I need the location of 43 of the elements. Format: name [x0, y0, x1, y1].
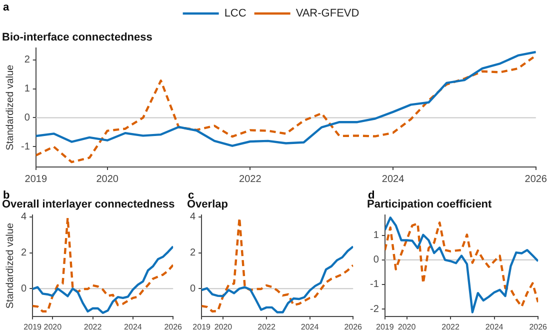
y-tick-label: 2 — [24, 54, 30, 66]
y-tick-label: 0 — [21, 283, 27, 294]
x-tick-label: 2024 — [124, 322, 142, 332]
chart-title: Participation coefficient — [367, 198, 492, 211]
y-tick-label: 0 — [190, 283, 196, 294]
legend-label: VAR-GFEVD — [296, 8, 360, 20]
x-tick-label: 2022 — [239, 174, 262, 185]
y-tick-label: -1 — [370, 279, 380, 290]
x-tick-label: 2019 — [376, 322, 394, 332]
x-tick-label: 2024 — [382, 174, 405, 185]
x-tick-label: 2022 — [258, 322, 276, 332]
y-tick-label: -1 — [20, 141, 30, 152]
x-tick-label: 2020 — [214, 322, 233, 332]
x-tick-label: 2022 — [442, 322, 460, 332]
x-tick-label: 2022 — [84, 322, 102, 332]
x-tick-label: 2020 — [44, 322, 62, 332]
x-tick-label: 2019 — [192, 322, 212, 332]
chart-title: Overlap — [187, 198, 228, 211]
x-tick-label: 2019 — [24, 322, 42, 332]
legend-label: LCC — [224, 8, 246, 20]
y-tick-label: 4 — [190, 212, 196, 223]
y-axis-title: Standardized value — [4, 64, 16, 150]
chart-title: Overall interlayer connectedness — [2, 198, 175, 211]
y-tick-label: 4 — [21, 212, 27, 223]
text: a — [3, 2, 10, 14]
y-tick-label: 2 — [190, 248, 196, 259]
y-tick-label: 2 — [21, 248, 27, 259]
x-tick-label: 2020 — [398, 322, 416, 332]
y-tick-label: -2 — [370, 304, 380, 315]
x-tick-label: 2026 — [164, 322, 183, 332]
x-tick-label: 2019 — [24, 174, 48, 185]
x-tick-label: 2026 — [529, 322, 548, 332]
x-tick-label: 2020 — [96, 174, 119, 185]
y-tick-label: 0 — [24, 112, 30, 124]
x-tick-label: 2024 — [485, 322, 504, 332]
y-axis-title: Standardized value — [4, 222, 16, 309]
x-tick-label: 2026 — [524, 174, 548, 185]
y-tick-label: 1 — [24, 84, 30, 95]
x-tick-label: 2026 — [344, 322, 363, 332]
y-tick-label: 0 — [373, 254, 380, 266]
chart-title: Bio-interface connectedness — [2, 32, 152, 44]
x-tick-label: 2024 — [300, 322, 320, 332]
y-tick-label: 1 — [373, 230, 380, 242]
